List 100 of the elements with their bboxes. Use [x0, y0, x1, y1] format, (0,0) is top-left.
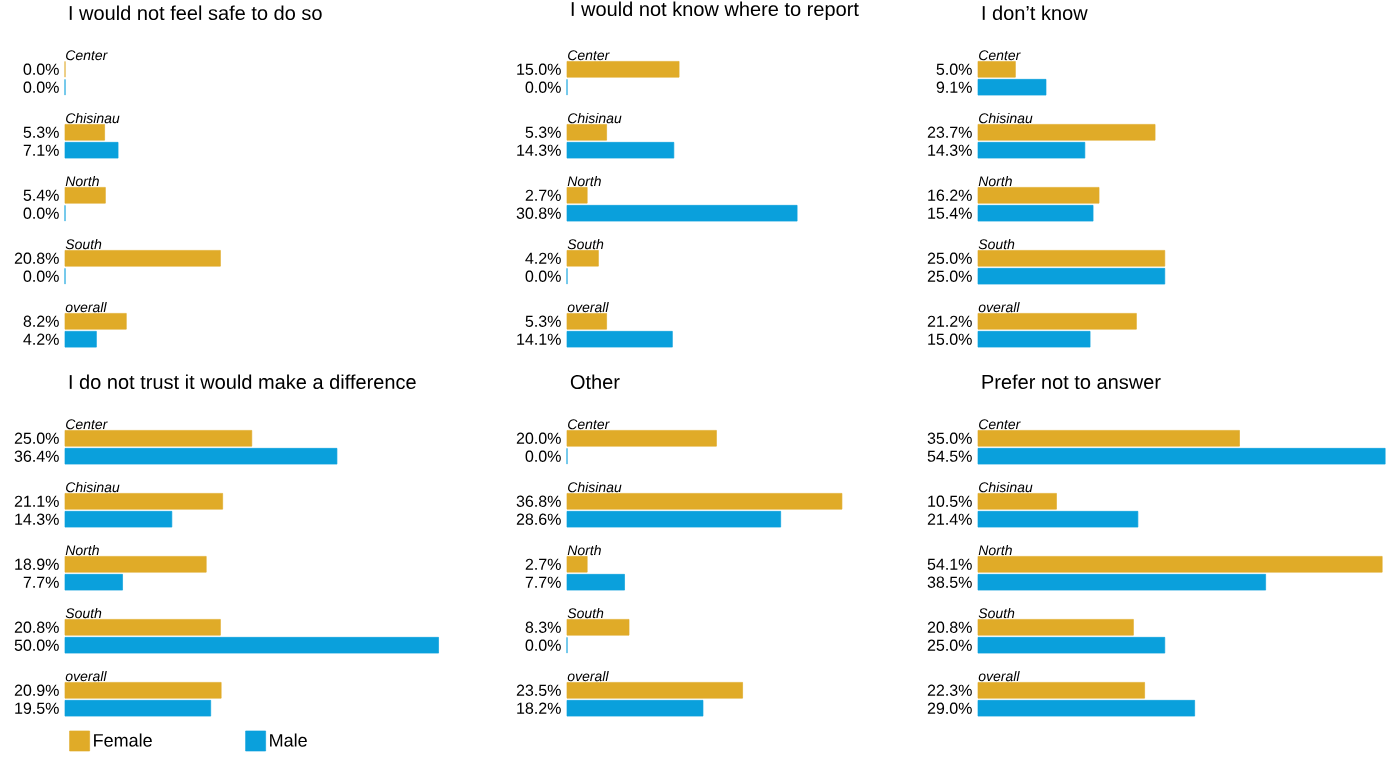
bar: [566, 187, 588, 204]
bar: [977, 142, 1086, 159]
data-label: 0.0%: [525, 81, 561, 93]
chart-title: I would not know where to report: [571, 1, 859, 21]
data-label: 35.0%: [927, 432, 972, 444]
bar: [977, 556, 1383, 573]
data-label: 5.3%: [23, 126, 59, 138]
category-label: South: [567, 607, 604, 619]
bar: [64, 187, 106, 204]
bar: [64, 493, 223, 510]
data-label: 7.7%: [525, 576, 561, 588]
bar: [977, 493, 1057, 510]
bar: [977, 682, 1145, 699]
bar: [977, 511, 1139, 528]
legend-label: Male: [270, 733, 307, 747]
chart-title: Prefer not to answer: [982, 374, 1161, 390]
data-label: 5.4%: [23, 189, 59, 201]
bar: [64, 637, 439, 654]
data-label: 0.0%: [525, 450, 561, 462]
bar: [566, 430, 717, 447]
category-label: Center: [66, 50, 108, 61]
category-label: overall: [65, 301, 107, 313]
data-label: 18.9%: [15, 558, 59, 570]
data-label: 25.0%: [927, 639, 972, 651]
legend-label: Female: [94, 733, 152, 747]
category-label: overall: [567, 301, 609, 313]
category-label: overall: [978, 301, 1020, 313]
category-label: Chisinau: [66, 112, 120, 124]
data-label: 28.6%: [516, 513, 561, 525]
bar: [64, 619, 221, 636]
bar: [64, 331, 97, 348]
data-label: 2.7%: [525, 189, 561, 201]
data-label: 22.3%: [927, 684, 972, 696]
bar: [977, 331, 1091, 348]
bar: [566, 619, 630, 636]
data-label: 23.5%: [516, 684, 561, 696]
data-label: 15.0%: [928, 333, 972, 345]
bar: [566, 493, 843, 510]
bar: [977, 313, 1137, 330]
bar: [64, 700, 212, 717]
data-label: 0.0%: [23, 63, 59, 75]
bar: [64, 250, 221, 267]
data-label: 8.2%: [23, 315, 59, 327]
data-label: 14.1%: [517, 333, 561, 345]
category-label: South: [65, 607, 102, 619]
bar: [64, 448, 338, 465]
data-label: 5.3%: [525, 126, 561, 138]
data-label: 25.0%: [14, 432, 59, 444]
data-label: 7.7%: [23, 576, 59, 588]
category-label: overall: [978, 670, 1020, 682]
data-label: 21.2%: [927, 315, 972, 327]
bar: [64, 574, 123, 591]
bar: [566, 205, 798, 222]
bar: [566, 124, 607, 141]
data-label: 20.8%: [927, 621, 972, 633]
data-label: 36.4%: [14, 450, 59, 462]
category-label: North: [65, 175, 99, 187]
bar: [977, 700, 1195, 717]
bar: [64, 124, 105, 141]
bar: [977, 268, 1166, 285]
bar: [977, 79, 1047, 96]
data-label: 15.0%: [517, 63, 561, 75]
category-label: Chisinau: [979, 481, 1033, 493]
data-label: 0.0%: [23, 270, 59, 282]
data-label: 0.0%: [23, 207, 59, 219]
bar: [977, 61, 1016, 78]
data-label: 23.7%: [927, 126, 972, 138]
data-label: 36.8%: [516, 495, 561, 507]
category-label: South: [978, 238, 1015, 250]
bar: [566, 142, 675, 159]
bar: [64, 511, 173, 528]
bar: [977, 430, 1240, 447]
bar: [566, 556, 588, 573]
bar: [977, 637, 1166, 654]
category-label: Chisinau: [979, 112, 1033, 124]
chart-title: I would not feel safe to do so: [69, 5, 322, 21]
bar: [64, 313, 127, 330]
category-label: Center: [979, 419, 1021, 430]
data-label: 20.8%: [14, 621, 59, 633]
bar: [64, 430, 253, 447]
category-label: overall: [65, 670, 107, 682]
data-label: 18.2%: [517, 702, 561, 714]
bar: [977, 187, 1100, 204]
bar: [64, 142, 119, 159]
data-label: 38.5%: [927, 576, 972, 588]
data-label: 54.5%: [927, 450, 972, 462]
bar: [566, 61, 680, 78]
data-label: 20.9%: [14, 684, 59, 696]
category-label: South: [978, 607, 1015, 619]
bar: [566, 331, 673, 348]
data-label: 20.0%: [516, 432, 561, 444]
data-label: 4.2%: [525, 252, 561, 264]
data-label: 54.1%: [927, 558, 972, 570]
category-label: Center: [979, 50, 1021, 61]
category-label: Chisinau: [568, 481, 622, 493]
category-label: South: [65, 238, 102, 250]
data-label: 50.0%: [14, 639, 59, 651]
bar: [566, 700, 704, 717]
category-label: North: [978, 175, 1012, 187]
bar: [64, 556, 207, 573]
